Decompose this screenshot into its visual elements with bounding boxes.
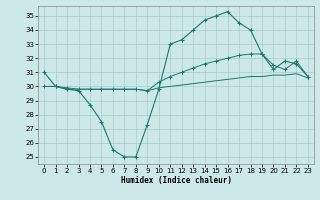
X-axis label: Humidex (Indice chaleur): Humidex (Indice chaleur) [121, 176, 231, 185]
